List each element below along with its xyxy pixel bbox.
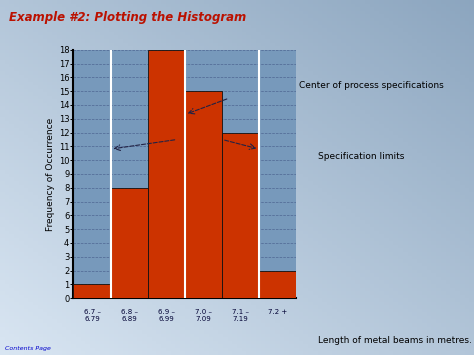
Text: Length of metal beams in metres.: Length of metal beams in metres.: [318, 336, 472, 345]
Bar: [222, 132, 259, 298]
Text: Specification limits: Specification limits: [318, 152, 404, 161]
Text: 7.2 +: 7.2 +: [268, 309, 287, 315]
Text: 6.8 –
6.89: 6.8 – 6.89: [121, 309, 137, 322]
Text: 6.9 –
6.99: 6.9 – 6.99: [158, 309, 175, 322]
Bar: [148, 50, 185, 298]
Bar: [259, 271, 296, 298]
Bar: [73, 284, 110, 298]
Text: 6.7 –
6.79: 6.7 – 6.79: [83, 309, 100, 322]
Text: Contents Page: Contents Page: [5, 346, 51, 351]
Text: Center of process specifications: Center of process specifications: [299, 81, 443, 90]
Text: Example #2: Plotting the Histogram: Example #2: Plotting the Histogram: [9, 11, 247, 24]
Bar: [110, 188, 148, 298]
Text: 7.1 –
7.19: 7.1 – 7.19: [232, 309, 249, 322]
Bar: [185, 91, 222, 298]
Text: 7.0 –
7.09: 7.0 – 7.09: [195, 309, 212, 322]
Y-axis label: Frequency of Occurrence: Frequency of Occurrence: [46, 117, 55, 231]
